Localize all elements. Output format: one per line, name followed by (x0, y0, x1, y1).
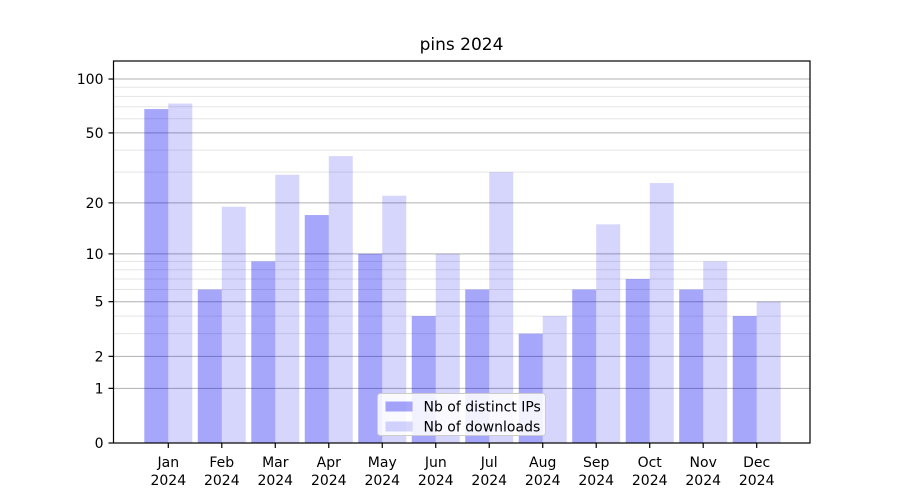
bar-distinct-ips (144, 109, 169, 443)
bar-downloads (649, 183, 674, 444)
bar-distinct-ips (251, 261, 276, 443)
bar-downloads (542, 316, 567, 443)
x-tick-label-month: Feb (209, 455, 234, 471)
x-tick-label-month: Jul (480, 455, 498, 471)
legend-swatch-downloads (385, 421, 413, 432)
bar-distinct-ips (197, 289, 222, 443)
x-tick-label-year: 2024 (685, 473, 721, 489)
legend-box (377, 393, 546, 436)
bar-downloads (703, 261, 728, 443)
x-tick-label-year: 2024 (364, 473, 400, 489)
y-tick-label: 1 (95, 381, 104, 397)
x-tick-label-year: 2024 (150, 473, 186, 489)
x-tick-label-month: Nov (690, 455, 717, 471)
x-tick-label-month: Mar (262, 455, 289, 471)
bar-distinct-ips (732, 316, 757, 443)
chart-title: pins 2024 (419, 35, 504, 55)
x-tick-label-year: 2024 (204, 473, 240, 489)
bar-downloads (275, 174, 300, 444)
y-tick-label: 2 (95, 349, 104, 365)
y-tick-label: 5 (95, 295, 104, 311)
x-tick-label-year: 2024 (311, 473, 347, 489)
bar-downloads (756, 301, 781, 443)
x-tick-label-month: Dec (743, 455, 770, 471)
y-tick-label: 0 (95, 436, 104, 452)
y-tick-label: 50 (86, 126, 104, 142)
legend-swatch-distinct-ips (385, 401, 413, 412)
y-tick-label: 100 (77, 72, 104, 88)
legend-label-distinct-ips: Nb of distinct IPs (424, 400, 541, 416)
x-tick-label-month: Jun (424, 455, 447, 471)
x-tick-label-year: 2024 (739, 473, 775, 489)
legend-label-downloads: Nb of downloads (424, 420, 541, 436)
bar-distinct-ips (304, 215, 329, 443)
x-tick-label-month: Aug (529, 455, 556, 471)
bar-downloads (168, 103, 193, 443)
bar-distinct-ips (572, 289, 597, 443)
bar-downloads (221, 206, 246, 443)
bar-distinct-ips (625, 278, 650, 443)
x-tick-label-month: Sep (583, 455, 610, 471)
y-tick-label: 20 (86, 196, 104, 212)
x-tick-label-month: Oct (638, 455, 663, 471)
y-tick-label: 10 (86, 247, 104, 263)
x-tick-label-year: 2024 (257, 473, 293, 489)
x-tick-label-year: 2024 (578, 473, 614, 489)
axes-spines (112, 60, 811, 444)
x-tick-label-year: 2024 (418, 473, 454, 489)
x-tick-label-month: Apr (317, 455, 341, 471)
x-tick-label-month: Jan (157, 455, 180, 471)
bar-distinct-ips (679, 289, 704, 443)
x-tick-label-month: May (368, 455, 397, 471)
bar-downloads (596, 224, 621, 443)
x-tick-label-year: 2024 (632, 473, 668, 489)
bar-downloads (328, 156, 353, 443)
x-tick-label-year: 2024 (525, 473, 561, 489)
x-tick-label-year: 2024 (471, 473, 507, 489)
